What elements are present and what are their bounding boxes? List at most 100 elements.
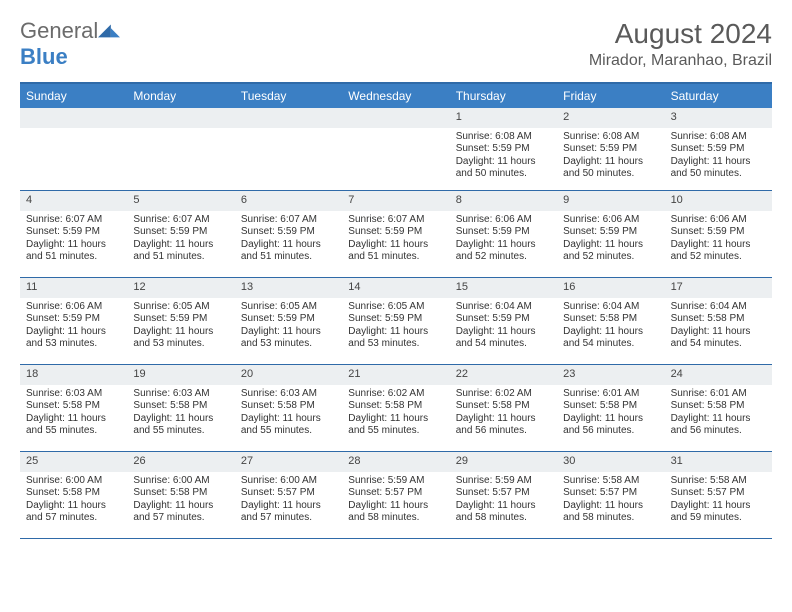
- detail-line: Sunset: 5:59 PM: [26, 313, 121, 326]
- detail-line: Sunset: 5:59 PM: [241, 226, 336, 239]
- day-cell: [127, 108, 234, 190]
- detail-line: Sunset: 5:59 PM: [456, 313, 551, 326]
- detail-line: Sunrise: 6:05 AM: [241, 301, 336, 314]
- detail-line: Sunset: 5:58 PM: [671, 313, 766, 326]
- detail-line: and 57 minutes.: [26, 512, 121, 525]
- day-number: 27: [235, 452, 342, 472]
- day-number: 4: [20, 191, 127, 211]
- day-cell: 6Sunrise: 6:07 AMSunset: 5:59 PMDaylight…: [235, 191, 342, 277]
- day-details: Sunrise: 6:06 AMSunset: 5:59 PMDaylight:…: [557, 211, 664, 270]
- detail-line: and 58 minutes.: [563, 512, 658, 525]
- day-cell: [235, 108, 342, 190]
- day-details: Sunrise: 6:06 AMSunset: 5:59 PMDaylight:…: [450, 211, 557, 270]
- detail-line: Sunrise: 6:04 AM: [671, 301, 766, 314]
- detail-line: Daylight: 11 hours: [671, 500, 766, 513]
- detail-line: and 52 minutes.: [671, 251, 766, 264]
- detail-line: and 52 minutes.: [563, 251, 658, 264]
- detail-line: Sunrise: 6:08 AM: [456, 131, 551, 144]
- detail-line: Daylight: 11 hours: [348, 326, 443, 339]
- day-cell: 21Sunrise: 6:02 AMSunset: 5:58 PMDayligh…: [342, 365, 449, 451]
- detail-line: Daylight: 11 hours: [671, 156, 766, 169]
- detail-line: Sunset: 5:59 PM: [133, 226, 228, 239]
- day-number-empty: [127, 108, 234, 128]
- day-number: 31: [665, 452, 772, 472]
- detail-line: Sunset: 5:59 PM: [241, 313, 336, 326]
- day-details: Sunrise: 6:00 AMSunset: 5:58 PMDaylight:…: [127, 472, 234, 531]
- detail-line: Sunset: 5:59 PM: [671, 143, 766, 156]
- detail-line: and 53 minutes.: [26, 338, 121, 351]
- day-details: Sunrise: 6:04 AMSunset: 5:58 PMDaylight:…: [665, 298, 772, 357]
- detail-line: and 56 minutes.: [671, 425, 766, 438]
- day-details: Sunrise: 5:59 AMSunset: 5:57 PMDaylight:…: [450, 472, 557, 531]
- detail-line: Sunrise: 6:07 AM: [133, 214, 228, 227]
- day-details: Sunrise: 6:07 AMSunset: 5:59 PMDaylight:…: [342, 211, 449, 270]
- detail-line: Daylight: 11 hours: [456, 500, 551, 513]
- day-cell: 8Sunrise: 6:06 AMSunset: 5:59 PMDaylight…: [450, 191, 557, 277]
- day-details: Sunrise: 6:02 AMSunset: 5:58 PMDaylight:…: [342, 385, 449, 444]
- detail-line: Sunset: 5:57 PM: [348, 487, 443, 500]
- day-number: 24: [665, 365, 772, 385]
- detail-line: and 53 minutes.: [241, 338, 336, 351]
- detail-line: Sunrise: 6:07 AM: [26, 214, 121, 227]
- detail-line: and 50 minutes.: [563, 168, 658, 181]
- detail-line: Sunset: 5:59 PM: [563, 143, 658, 156]
- detail-line: Sunrise: 6:06 AM: [26, 301, 121, 314]
- detail-line: Sunset: 5:58 PM: [133, 487, 228, 500]
- day-cell: 16Sunrise: 6:04 AMSunset: 5:58 PMDayligh…: [557, 278, 664, 364]
- detail-line: Sunrise: 5:59 AM: [456, 475, 551, 488]
- detail-line: Sunset: 5:59 PM: [348, 226, 443, 239]
- week-row: 1Sunrise: 6:08 AMSunset: 5:59 PMDaylight…: [20, 108, 772, 191]
- detail-line: Daylight: 11 hours: [241, 413, 336, 426]
- detail-line: Daylight: 11 hours: [456, 156, 551, 169]
- day-cell: 25Sunrise: 6:00 AMSunset: 5:58 PMDayligh…: [20, 452, 127, 538]
- detail-line: Sunset: 5:59 PM: [348, 313, 443, 326]
- detail-line: and 57 minutes.: [241, 512, 336, 525]
- detail-line: Sunset: 5:57 PM: [456, 487, 551, 500]
- day-number: 28: [342, 452, 449, 472]
- dow-wednesday: Wednesday: [342, 84, 449, 108]
- day-details: Sunrise: 6:08 AMSunset: 5:59 PMDaylight:…: [557, 128, 664, 187]
- detail-line: Sunset: 5:58 PM: [456, 400, 551, 413]
- day-details: Sunrise: 6:08 AMSunset: 5:59 PMDaylight:…: [665, 128, 772, 187]
- day-cell: 4Sunrise: 6:07 AMSunset: 5:59 PMDaylight…: [20, 191, 127, 277]
- detail-line: Daylight: 11 hours: [348, 500, 443, 513]
- detail-line: Sunrise: 6:00 AM: [133, 475, 228, 488]
- detail-line: and 55 minutes.: [348, 425, 443, 438]
- day-number: 3: [665, 108, 772, 128]
- day-cell: 1Sunrise: 6:08 AMSunset: 5:59 PMDaylight…: [450, 108, 557, 190]
- day-number: 2: [557, 108, 664, 128]
- day-number: 30: [557, 452, 664, 472]
- day-number: 16: [557, 278, 664, 298]
- detail-line: and 58 minutes.: [348, 512, 443, 525]
- detail-line: Sunset: 5:59 PM: [671, 226, 766, 239]
- detail-line: and 53 minutes.: [348, 338, 443, 351]
- day-number: 22: [450, 365, 557, 385]
- detail-line: Sunrise: 6:06 AM: [563, 214, 658, 227]
- detail-line: Daylight: 11 hours: [26, 239, 121, 252]
- detail-line: Daylight: 11 hours: [348, 413, 443, 426]
- day-number: 23: [557, 365, 664, 385]
- detail-line: Sunset: 5:58 PM: [563, 313, 658, 326]
- day-details: Sunrise: 6:00 AMSunset: 5:57 PMDaylight:…: [235, 472, 342, 531]
- day-details: Sunrise: 6:02 AMSunset: 5:58 PMDaylight:…: [450, 385, 557, 444]
- day-number: 13: [235, 278, 342, 298]
- detail-line: Sunrise: 6:04 AM: [563, 301, 658, 314]
- detail-line: Daylight: 11 hours: [671, 326, 766, 339]
- detail-line: Sunrise: 6:00 AM: [26, 475, 121, 488]
- detail-line: and 56 minutes.: [563, 425, 658, 438]
- calendar: Sunday Monday Tuesday Wednesday Thursday…: [20, 82, 772, 539]
- day-cell: 13Sunrise: 6:05 AMSunset: 5:59 PMDayligh…: [235, 278, 342, 364]
- logo-text: General Blue: [20, 18, 120, 70]
- detail-line: Daylight: 11 hours: [26, 326, 121, 339]
- header: General Blue August 2024 Mirador, Maranh…: [20, 18, 772, 70]
- day-cell: 9Sunrise: 6:06 AMSunset: 5:59 PMDaylight…: [557, 191, 664, 277]
- detail-line: Sunset: 5:58 PM: [26, 400, 121, 413]
- detail-line: Sunrise: 6:01 AM: [563, 388, 658, 401]
- detail-line: Sunrise: 6:07 AM: [348, 214, 443, 227]
- detail-line: Sunrise: 5:58 AM: [671, 475, 766, 488]
- day-cell: 23Sunrise: 6:01 AMSunset: 5:58 PMDayligh…: [557, 365, 664, 451]
- day-cell: 30Sunrise: 5:58 AMSunset: 5:57 PMDayligh…: [557, 452, 664, 538]
- detail-line: and 55 minutes.: [26, 425, 121, 438]
- day-details: Sunrise: 6:04 AMSunset: 5:58 PMDaylight:…: [557, 298, 664, 357]
- week-row: 25Sunrise: 6:00 AMSunset: 5:58 PMDayligh…: [20, 452, 772, 539]
